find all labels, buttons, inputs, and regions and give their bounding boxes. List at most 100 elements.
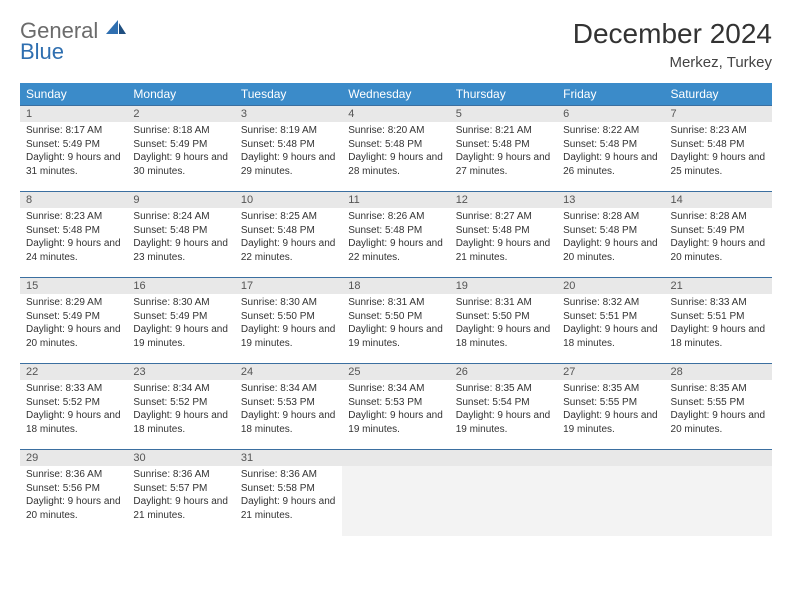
calendar-day-cell: 14Sunrise: 8:28 AMSunset: 5:49 PMDayligh… (665, 192, 772, 278)
sunrise-line: Sunrise: 8:34 AM (241, 382, 336, 396)
calendar-day-cell: 17Sunrise: 8:30 AMSunset: 5:50 PMDayligh… (235, 278, 342, 364)
day-details: Sunrise: 8:36 AMSunset: 5:57 PMDaylight:… (127, 466, 234, 526)
calendar-day-cell (665, 450, 772, 536)
sunset-line: Sunset: 5:53 PM (241, 396, 336, 410)
day-number: 5 (450, 106, 557, 122)
sunset-line: Sunset: 5:56 PM (26, 482, 121, 496)
daylight-line: Daylight: 9 hours and 30 minutes. (133, 151, 228, 178)
calendar-day-cell: 22Sunrise: 8:33 AMSunset: 5:52 PMDayligh… (20, 364, 127, 450)
calendar-day-cell: 10Sunrise: 8:25 AMSunset: 5:48 PMDayligh… (235, 192, 342, 278)
sunrise-line: Sunrise: 8:34 AM (133, 382, 228, 396)
sunrise-line: Sunrise: 8:36 AM (133, 468, 228, 482)
day-details: Sunrise: 8:34 AMSunset: 5:52 PMDaylight:… (127, 380, 234, 440)
daylight-line: Daylight: 9 hours and 23 minutes. (133, 237, 228, 264)
calendar-day-cell: 28Sunrise: 8:35 AMSunset: 5:55 PMDayligh… (665, 364, 772, 450)
day-details: Sunrise: 8:36 AMSunset: 5:58 PMDaylight:… (235, 466, 342, 526)
sunset-line: Sunset: 5:49 PM (671, 224, 766, 238)
sunrise-line: Sunrise: 8:29 AM (26, 296, 121, 310)
day-details: Sunrise: 8:30 AMSunset: 5:50 PMDaylight:… (235, 294, 342, 354)
day-number: 25 (342, 364, 449, 380)
sunset-line: Sunset: 5:50 PM (456, 310, 551, 324)
sunrise-line: Sunrise: 8:23 AM (671, 124, 766, 138)
day-details: Sunrise: 8:22 AMSunset: 5:48 PMDaylight:… (557, 122, 664, 182)
calendar-day-cell: 11Sunrise: 8:26 AMSunset: 5:48 PMDayligh… (342, 192, 449, 278)
daylight-line: Daylight: 9 hours and 26 minutes. (563, 151, 658, 178)
sunrise-line: Sunrise: 8:21 AM (456, 124, 551, 138)
day-details: Sunrise: 8:28 AMSunset: 5:48 PMDaylight:… (557, 208, 664, 268)
calendar-day-cell: 5Sunrise: 8:21 AMSunset: 5:48 PMDaylight… (450, 106, 557, 192)
calendar-day-cell: 18Sunrise: 8:31 AMSunset: 5:50 PMDayligh… (342, 278, 449, 364)
sunset-line: Sunset: 5:58 PM (241, 482, 336, 496)
day-number: 9 (127, 192, 234, 208)
sunrise-line: Sunrise: 8:18 AM (133, 124, 228, 138)
day-number-empty (450, 450, 557, 466)
sunset-line: Sunset: 5:57 PM (133, 482, 228, 496)
sunset-line: Sunset: 5:48 PM (133, 224, 228, 238)
sunrise-line: Sunrise: 8:17 AM (26, 124, 121, 138)
daylight-line: Daylight: 9 hours and 22 minutes. (241, 237, 336, 264)
sunrise-line: Sunrise: 8:19 AM (241, 124, 336, 138)
day-details: Sunrise: 8:28 AMSunset: 5:49 PMDaylight:… (665, 208, 772, 268)
calendar-day-cell: 31Sunrise: 8:36 AMSunset: 5:58 PMDayligh… (235, 450, 342, 536)
day-number: 7 (665, 106, 772, 122)
day-number: 26 (450, 364, 557, 380)
calendar-day-cell: 26Sunrise: 8:35 AMSunset: 5:54 PMDayligh… (450, 364, 557, 450)
calendar-week-row: 29Sunrise: 8:36 AMSunset: 5:56 PMDayligh… (20, 450, 772, 536)
sunset-line: Sunset: 5:48 PM (241, 224, 336, 238)
day-number: 1 (20, 106, 127, 122)
sunset-line: Sunset: 5:49 PM (133, 310, 228, 324)
sunrise-line: Sunrise: 8:25 AM (241, 210, 336, 224)
day-details: Sunrise: 8:30 AMSunset: 5:49 PMDaylight:… (127, 294, 234, 354)
daylight-line: Daylight: 9 hours and 18 minutes. (671, 323, 766, 350)
sunrise-line: Sunrise: 8:34 AM (348, 382, 443, 396)
calendar-day-cell: 15Sunrise: 8:29 AMSunset: 5:49 PMDayligh… (20, 278, 127, 364)
calendar-day-cell: 4Sunrise: 8:20 AMSunset: 5:48 PMDaylight… (342, 106, 449, 192)
sunset-line: Sunset: 5:48 PM (671, 138, 766, 152)
sunrise-line: Sunrise: 8:36 AM (241, 468, 336, 482)
day-details: Sunrise: 8:32 AMSunset: 5:51 PMDaylight:… (557, 294, 664, 354)
daylight-line: Daylight: 9 hours and 20 minutes. (671, 237, 766, 264)
sunset-line: Sunset: 5:48 PM (348, 224, 443, 238)
daylight-line: Daylight: 9 hours and 18 minutes. (456, 323, 551, 350)
sunset-line: Sunset: 5:51 PM (671, 310, 766, 324)
sunset-line: Sunset: 5:50 PM (241, 310, 336, 324)
daylight-line: Daylight: 9 hours and 18 minutes. (133, 409, 228, 436)
calendar-week-row: 15Sunrise: 8:29 AMSunset: 5:49 PMDayligh… (20, 278, 772, 364)
calendar-day-cell: 12Sunrise: 8:27 AMSunset: 5:48 PMDayligh… (450, 192, 557, 278)
day-number: 30 (127, 450, 234, 466)
day-number: 6 (557, 106, 664, 122)
day-details: Sunrise: 8:31 AMSunset: 5:50 PMDaylight:… (342, 294, 449, 354)
calendar-day-cell: 25Sunrise: 8:34 AMSunset: 5:53 PMDayligh… (342, 364, 449, 450)
daylight-line: Daylight: 9 hours and 20 minutes. (26, 323, 121, 350)
day-number: 2 (127, 106, 234, 122)
daylight-line: Daylight: 9 hours and 18 minutes. (241, 409, 336, 436)
calendar-week-row: 22Sunrise: 8:33 AMSunset: 5:52 PMDayligh… (20, 364, 772, 450)
day-details: Sunrise: 8:24 AMSunset: 5:48 PMDaylight:… (127, 208, 234, 268)
calendar-table: Sunday Monday Tuesday Wednesday Thursday… (20, 83, 772, 536)
sunset-line: Sunset: 5:55 PM (671, 396, 766, 410)
sunset-line: Sunset: 5:48 PM (563, 138, 658, 152)
day-number: 14 (665, 192, 772, 208)
sunrise-line: Sunrise: 8:30 AM (241, 296, 336, 310)
header: General Blue December 2024 Merkez, Turke… (20, 18, 772, 71)
day-details: Sunrise: 8:20 AMSunset: 5:48 PMDaylight:… (342, 122, 449, 182)
daylight-line: Daylight: 9 hours and 19 minutes. (241, 323, 336, 350)
brand-part2: Blue (20, 39, 64, 64)
day-details: Sunrise: 8:34 AMSunset: 5:53 PMDaylight:… (235, 380, 342, 440)
sunset-line: Sunset: 5:50 PM (348, 310, 443, 324)
calendar-day-cell: 2 Sunrise: 8:18 AMSunset: 5:49 PMDaylight… (127, 106, 234, 192)
calendar-day-cell (450, 450, 557, 536)
daylight-line: Daylight: 9 hours and 19 minutes. (456, 409, 551, 436)
calendar-day-cell: 20Sunrise: 8:32 AMSunset: 5:51 PMDayligh… (557, 278, 664, 364)
day-number: 18 (342, 278, 449, 294)
calendar-day-cell: 3Sunrise: 8:19 AMSunset: 5:48 PMDaylight… (235, 106, 342, 192)
sunset-line: Sunset: 5:49 PM (133, 138, 228, 152)
day-number: 23 (127, 364, 234, 380)
sunrise-line: Sunrise: 8:24 AM (133, 210, 228, 224)
day-details: Sunrise: 8:35 AMSunset: 5:55 PMDaylight:… (665, 380, 772, 440)
daylight-line: Daylight: 9 hours and 28 minutes. (348, 151, 443, 178)
day-number: 13 (557, 192, 664, 208)
calendar-day-cell: 30Sunrise: 8:36 AMSunset: 5:57 PMDayligh… (127, 450, 234, 536)
sunset-line: Sunset: 5:51 PM (563, 310, 658, 324)
sunrise-line: Sunrise: 8:23 AM (26, 210, 121, 224)
